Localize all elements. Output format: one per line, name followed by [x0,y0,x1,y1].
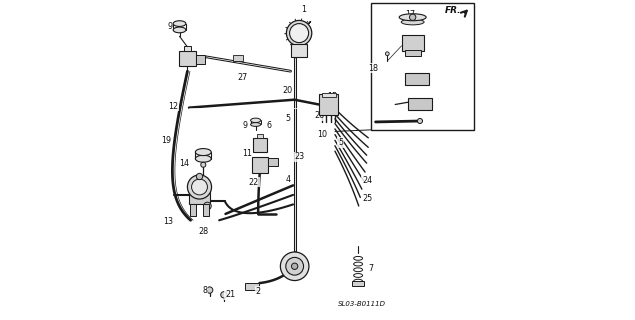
Bar [408,98,432,110]
Bar [234,55,243,61]
Text: 9: 9 [243,121,248,130]
Text: 11: 11 [243,149,253,158]
Text: 20: 20 [283,86,293,95]
Text: 18: 18 [368,63,378,73]
Text: 13: 13 [163,217,173,226]
Text: 9: 9 [167,22,172,31]
Text: 14: 14 [179,159,189,168]
Text: 28: 28 [198,227,208,236]
Ellipse shape [401,19,424,25]
Text: 5: 5 [285,114,291,123]
Circle shape [187,175,211,199]
Bar [352,281,364,286]
Circle shape [206,287,213,293]
Text: 7: 7 [368,264,373,273]
Bar [319,94,338,115]
Ellipse shape [196,155,211,162]
Text: 6: 6 [267,121,272,130]
Circle shape [286,257,304,275]
Bar [405,73,429,85]
Ellipse shape [196,148,211,156]
Ellipse shape [251,118,261,123]
Text: 12: 12 [168,101,178,111]
Ellipse shape [251,123,261,126]
Circle shape [196,173,203,180]
Text: 4: 4 [286,174,291,184]
Text: 10: 10 [318,130,328,139]
Bar [321,93,335,97]
Circle shape [291,263,298,269]
Bar [291,44,307,57]
Bar [257,134,263,138]
Circle shape [290,24,309,43]
Bar [196,55,205,64]
Bar [371,3,474,130]
Bar [401,35,424,51]
Text: 23: 23 [295,152,305,161]
Text: 21: 21 [225,290,236,299]
Text: 26: 26 [314,111,324,120]
Text: 19: 19 [161,136,171,146]
Text: FR.: FR. [444,6,461,15]
Circle shape [204,202,211,210]
Bar [190,204,196,215]
Circle shape [221,292,227,298]
Circle shape [286,20,312,46]
Text: 25: 25 [362,194,372,203]
Text: 5: 5 [338,138,344,147]
Bar [178,51,196,67]
Ellipse shape [173,27,186,33]
Bar [404,50,420,56]
Text: 2: 2 [256,287,261,296]
Text: 24: 24 [362,176,372,185]
Text: 22: 22 [248,178,259,187]
Bar [253,138,267,152]
Bar [189,186,210,204]
Circle shape [410,14,416,20]
Bar [246,283,260,290]
Text: 17: 17 [404,10,415,19]
Circle shape [192,179,208,195]
Circle shape [417,118,422,124]
Bar [203,204,209,215]
Ellipse shape [173,21,186,27]
Text: 16: 16 [404,46,415,55]
Text: 15: 15 [327,92,337,101]
Text: 27: 27 [238,73,248,82]
Circle shape [281,252,309,281]
Circle shape [201,162,206,167]
Circle shape [385,52,389,56]
Bar [184,46,191,51]
Ellipse shape [399,14,426,21]
Text: 8: 8 [203,285,208,295]
Bar [251,157,268,173]
Text: SL03-B0111D: SL03-B0111D [338,301,386,307]
Bar [268,158,277,166]
Text: 1: 1 [301,5,306,14]
